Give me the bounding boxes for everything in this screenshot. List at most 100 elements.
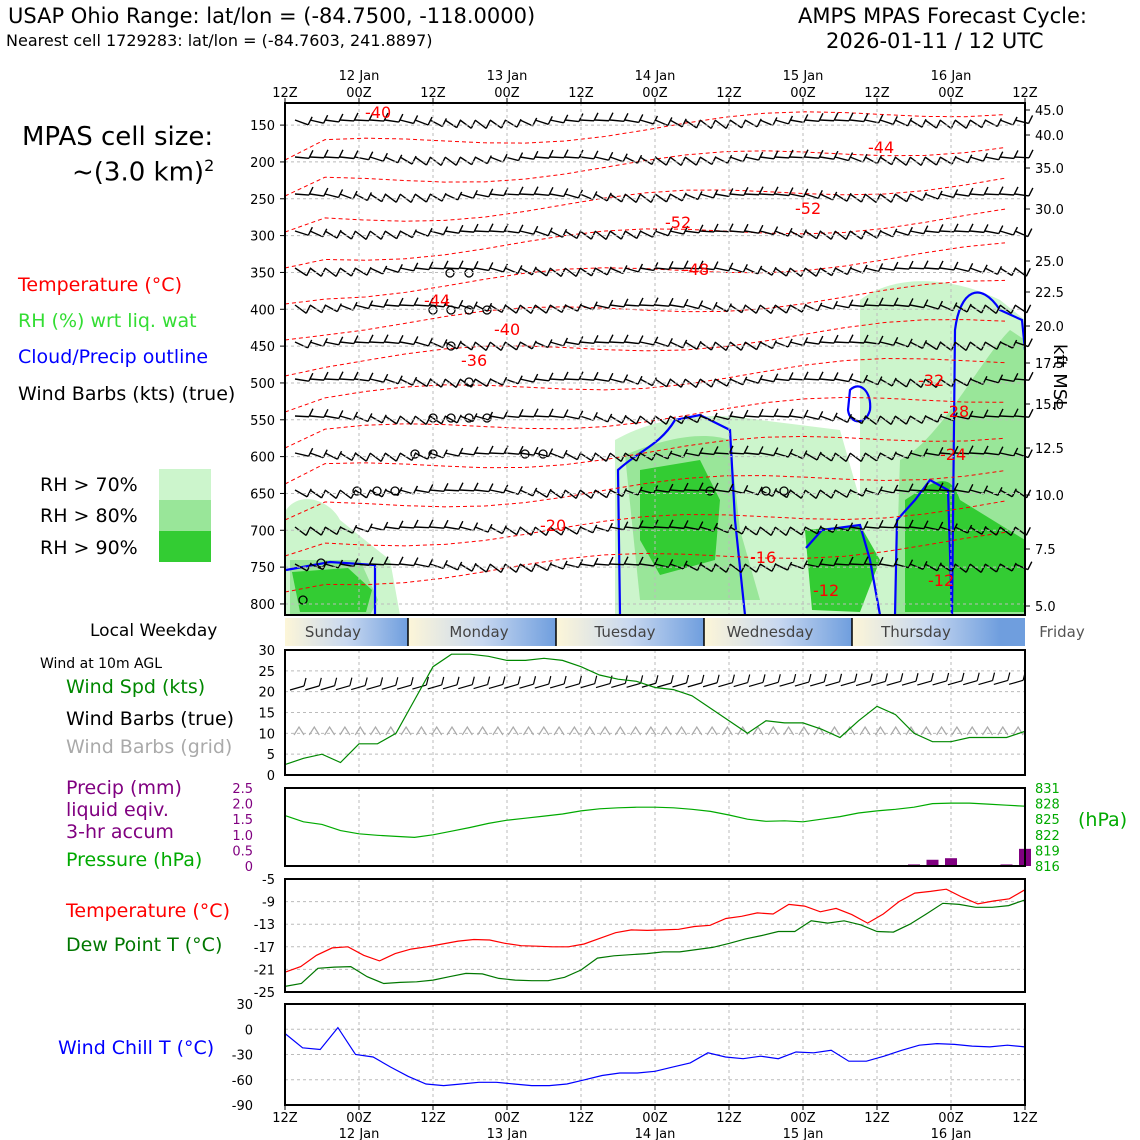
- wind-barb: [924, 489, 940, 492]
- temperature-panel: [284, 878, 1026, 993]
- wind-barb-flag: [383, 298, 389, 308]
- wind-barb: [624, 489, 639, 496]
- wind-barb: [654, 489, 669, 493]
- cloud-legend: Cloud/Precip outline: [18, 346, 209, 368]
- wind-barb-flag: [368, 334, 374, 344]
- weekday-bar: [285, 618, 1025, 646]
- wind-barb: [834, 526, 849, 532]
- wind-barb: [594, 119, 610, 122]
- wind-barb-10m: [534, 683, 549, 689]
- wind-barb-flag: [398, 520, 404, 530]
- wind-barb-flag: [998, 151, 1004, 160]
- y-tick-label-wind: 0: [267, 769, 275, 784]
- calm-wind-circle: [390, 486, 400, 496]
- wind-barb: [1014, 156, 1030, 159]
- wind-barb: [324, 304, 338, 313]
- wind-barb: [369, 119, 385, 122]
- wind-barb: [729, 230, 745, 233]
- wind-barb: [819, 193, 833, 201]
- temperature-contour: [284, 435, 1006, 485]
- wind-barb: [534, 563, 548, 572]
- wind-barb: [894, 267, 910, 270]
- pressure-label: Pressure (hPa): [66, 849, 203, 871]
- wind-barb-flag: [923, 482, 929, 492]
- wind-barb-grid: [874, 725, 886, 736]
- wind-barb: [939, 452, 955, 455]
- wind-barb-flag: [878, 335, 884, 345]
- wind-barb: [669, 156, 682, 167]
- wind-barb: [624, 119, 639, 124]
- wind-barb: [1014, 119, 1029, 125]
- wind-barb: [894, 378, 907, 388]
- y-tick-label-kft: 20.0: [1035, 320, 1064, 335]
- wind-barb: [624, 267, 639, 273]
- date-label-bottom: 13 Jan: [487, 1127, 528, 1140]
- wind-barb-flag: [428, 261, 434, 270]
- calm-wind-circle: [538, 449, 548, 459]
- wind-barb: [864, 156, 878, 165]
- wind-barb-grid: [599, 725, 611, 736]
- wind-barb: [459, 452, 474, 456]
- rh80-swatch: [159, 500, 211, 531]
- wind-barb-grid: [813, 725, 825, 736]
- wind-barb: [654, 156, 667, 166]
- wind-barb-flag: [665, 415, 671, 425]
- wind-barb: [564, 452, 578, 461]
- weekday-segment: [285, 618, 408, 646]
- wind-barb: [444, 156, 457, 166]
- y-tick-label-kft: 17.5: [1035, 357, 1064, 372]
- wind-barb-flag: [635, 415, 642, 425]
- wind-barb: [609, 452, 622, 463]
- wind-barb-10m: [702, 682, 718, 688]
- wind-barb-10m: [504, 683, 519, 689]
- wind-barb: [849, 526, 864, 530]
- wind-barb-10m-flag: [640, 675, 644, 684]
- wind-barb-flag: [308, 372, 314, 382]
- wind-barb-flag: [457, 561, 463, 571]
- wind-barb-grid: [461, 725, 473, 736]
- wind-barb-10m: [412, 684, 427, 690]
- date-label-top: 12 Jan: [339, 69, 380, 84]
- wind-barb: [354, 119, 370, 122]
- wind-barb: [534, 415, 550, 418]
- wind-barb-flag: [950, 120, 956, 129]
- wind-barb-flag: [323, 149, 329, 159]
- wind-barb: [789, 526, 803, 536]
- wind-barb-flag: [305, 527, 311, 536]
- wind-barb-flag: [473, 223, 479, 233]
- weekday-label: Wednesday: [727, 623, 814, 641]
- wind-barb-flag: [953, 445, 959, 455]
- wind-barb-flag: [860, 193, 867, 203]
- wind-barb: [954, 193, 969, 197]
- wind-barb: [789, 378, 805, 381]
- wind-barb: [564, 156, 580, 159]
- y-tick-label-wind: 30: [258, 644, 275, 659]
- wind-barb: [474, 341, 487, 351]
- wind-barb: [534, 119, 549, 126]
- wind-barb: [384, 193, 397, 203]
- wind-barb: [309, 230, 324, 238]
- wind-barb: [804, 526, 818, 535]
- wind-barb: [864, 526, 880, 529]
- wind-barb: [339, 415, 354, 421]
- wind-barb-flag: [908, 483, 914, 493]
- wind-barb-10m: [901, 680, 917, 686]
- wind-barb-grid: [385, 725, 397, 736]
- wind-barb-flag: [983, 224, 989, 233]
- x-tick-label-top: 00Z: [494, 86, 520, 101]
- wind-barb-flag: [755, 563, 762, 573]
- wind-barb-10m-flag: [487, 676, 491, 685]
- wind-barb: [549, 119, 564, 124]
- wind-barb-flag: [335, 490, 341, 499]
- wind-barb-flag: [968, 483, 974, 493]
- wind-barb: [744, 341, 758, 351]
- wind-barb-grid: [997, 725, 1009, 736]
- y-tick-label-precip: 0: [245, 860, 253, 875]
- wind-barb: [414, 526, 430, 529]
- wind-barb-flag: [815, 267, 821, 277]
- wind-barb: [789, 156, 805, 159]
- wind-barb-10m: [289, 685, 305, 691]
- wind-barb: [909, 156, 922, 167]
- wind-barb-flag: [428, 484, 434, 493]
- wind-barb: [489, 378, 503, 386]
